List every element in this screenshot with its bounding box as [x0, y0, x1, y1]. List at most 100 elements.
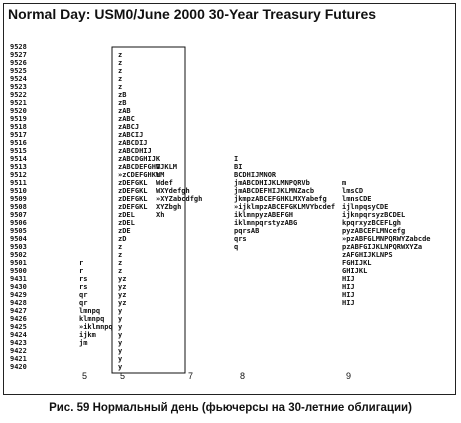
tpo-row: Wdef	[156, 179, 173, 187]
column-label: 8	[240, 371, 245, 381]
price-label: 9509	[10, 195, 27, 203]
tpo-row: yz	[118, 299, 126, 307]
tpo-row: iklmnpqrstyzABG	[234, 219, 297, 227]
initial-balance-box	[111, 46, 186, 374]
price-label: 9517	[10, 131, 27, 139]
tpo-row: HIJ	[342, 275, 355, 283]
price-label: 9506	[10, 219, 27, 227]
tpo-row: HIJ	[342, 283, 355, 291]
tpo-row: BCDHIJMNOR	[234, 171, 277, 179]
tpo-row: »XYZabcdfgh	[156, 195, 202, 203]
tpo-row: HIJ	[342, 299, 355, 307]
tpo-row: rs	[79, 283, 87, 291]
tpo-row: »zCDEFGHKLM	[118, 171, 164, 179]
column-label: 9	[346, 371, 351, 381]
price-label: 9528	[10, 43, 27, 51]
tpo-row: rs	[79, 275, 87, 283]
tpo-row: yz	[118, 283, 126, 291]
price-label: 9501	[10, 259, 27, 267]
tpo-row: z	[118, 267, 122, 275]
tpo-row: z	[118, 83, 122, 91]
tpo-row: lmsCD	[342, 187, 363, 195]
tpo-row: zAB	[118, 107, 131, 115]
tpo-row: BI	[234, 163, 242, 171]
tpo-row: ijlnpqsyCDE	[342, 203, 388, 211]
tpo-row: jmABCDHIJKLMNPQRVb	[234, 179, 310, 187]
tpo-row: FGHIJKL	[342, 259, 372, 267]
tpo-row: zABCIJ	[118, 131, 143, 139]
tpo-row: zABCDHIJ	[118, 147, 152, 155]
tpo-row: »iklmnpq	[79, 323, 113, 331]
tpo-row: WXYdefgh	[156, 187, 190, 195]
price-label: 9518	[10, 123, 27, 131]
tpo-row: zDEFGKL	[118, 187, 148, 195]
tpo-row: r	[79, 259, 83, 267]
tpo-row: y	[118, 331, 123, 339]
column-label: 5	[82, 371, 87, 381]
tpo-row: z	[118, 59, 122, 67]
tpo-row: jm	[79, 339, 87, 347]
figure-caption: Рис. 59 Нормальный день (фьючерсы на 30-…	[49, 402, 412, 414]
tpo-row: y	[118, 323, 123, 331]
price-label: 9513	[10, 163, 27, 171]
tpo-row: z	[118, 75, 122, 83]
tpo-row: pyzABCEFLMNcefg	[342, 227, 405, 235]
tpo-row: W	[156, 171, 161, 179]
tpo-row: ijknpqrsyzBCDEL	[342, 211, 405, 219]
tpo-row: z	[118, 51, 122, 59]
tpo-row: zDEFGKL	[118, 203, 148, 211]
price-label: 9423	[10, 339, 27, 347]
tpo-row: zDE	[118, 227, 131, 235]
tpo-row: iklmnpyzABEFGH	[234, 211, 293, 219]
tpo-row: yz	[118, 275, 126, 283]
tpo-row: GHIJKL	[342, 267, 367, 275]
price-label: 9515	[10, 147, 27, 155]
price-label: 9521	[10, 99, 27, 107]
tpo-row: zABCDEFGHIJKLM	[118, 163, 177, 171]
column-label: 5	[120, 371, 125, 381]
price-label: 9431	[10, 275, 27, 283]
price-label: 9424	[10, 331, 27, 339]
tpo-row: XYZbgh	[156, 203, 181, 211]
tpo-row: kpqrxyzBCEFLgh	[342, 219, 401, 227]
price-label: 9507	[10, 211, 27, 219]
price-label: 9516	[10, 139, 27, 147]
tpo-row: zDEFGKL	[118, 195, 148, 203]
price-label: 9511	[10, 179, 27, 187]
tpo-row: zABC	[118, 115, 135, 123]
price-label: 9425	[10, 323, 27, 331]
price-label: 9512	[10, 171, 27, 179]
tpo-row: z	[118, 243, 122, 251]
tpo-row: zDEL	[118, 219, 135, 227]
price-label: 9427	[10, 307, 27, 315]
tpo-row: y	[118, 355, 123, 363]
tpo-row: zB	[118, 91, 126, 99]
tpo-row: »pzABFGLMNPQRWYZabcde	[342, 235, 431, 243]
price-label: 9523	[10, 83, 27, 91]
price-label: 9520	[10, 107, 27, 115]
tpo-row: r	[79, 267, 83, 275]
tpo-row: y	[118, 347, 123, 355]
tpo-row: z	[118, 251, 122, 259]
price-label: 9505	[10, 227, 27, 235]
price-label: 9430	[10, 283, 27, 291]
tpo-row: y	[118, 363, 123, 371]
tpo-row: zABCJ	[118, 123, 139, 131]
column-label: 7	[188, 371, 193, 381]
tpo-row: »ijklmpzABCEFGKLMVYbcdef	[234, 203, 335, 211]
tpo-row: ijkm	[79, 331, 96, 339]
tpo-row: lmnsCDE	[342, 195, 372, 203]
price-label: 9429	[10, 291, 27, 299]
tpo-row: zD	[118, 235, 126, 243]
tpo-row: y	[118, 339, 123, 347]
tpo-row: I	[234, 155, 238, 163]
price-label: 9428	[10, 299, 27, 307]
price-label: 9420	[10, 363, 27, 371]
tpo-row: zABCDGHIJK	[118, 155, 161, 163]
tpo-row: zB	[118, 99, 126, 107]
tpo-row: zAFGHIJKLNPS	[342, 251, 393, 259]
tpo-row: HIJ	[342, 291, 355, 299]
tpo-row: q	[234, 243, 238, 251]
price-label: 9525	[10, 67, 27, 75]
